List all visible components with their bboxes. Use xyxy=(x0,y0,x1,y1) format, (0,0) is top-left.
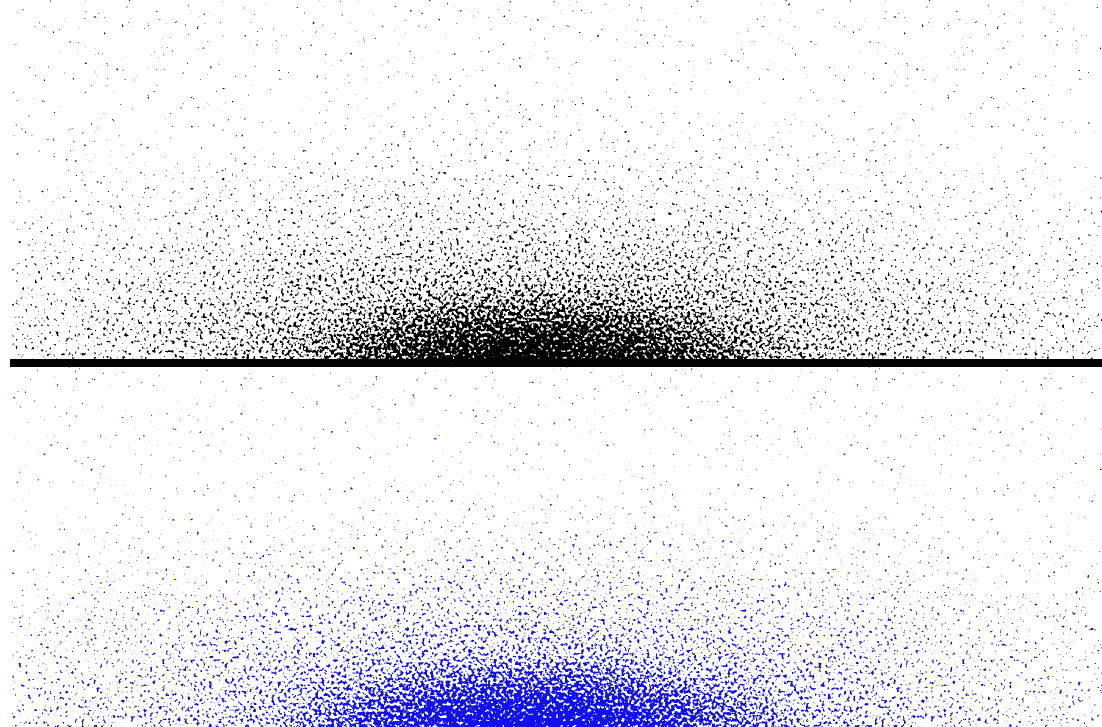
blue-speckle-field xyxy=(12,367,1102,727)
black-speckle-field xyxy=(12,0,1102,360)
speckle-image xyxy=(0,0,1102,727)
page: {} html, body { margin: 0; padding: 0; b… xyxy=(0,0,1102,727)
bottom-panel xyxy=(12,367,1102,727)
page-body xyxy=(0,0,1102,727)
divider-band xyxy=(10,359,1102,367)
top-panel xyxy=(12,0,1102,360)
